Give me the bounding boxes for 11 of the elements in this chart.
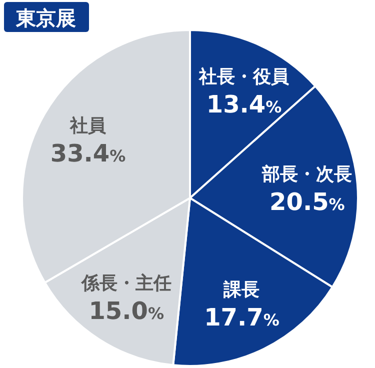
slice-label: 社長・役員 <box>198 66 290 88</box>
data-label: 17.7% <box>204 304 280 332</box>
slice-label: 課長 <box>222 280 260 301</box>
slice-label: 係長・主任 <box>80 272 172 294</box>
data-label: 33.4% <box>50 139 126 168</box>
slice-label: 部長・次長 <box>261 164 352 186</box>
chart-title: 東京展 <box>15 6 76 30</box>
slice-label: 社員 <box>69 115 108 136</box>
data-label: 20.5% <box>270 188 345 216</box>
data-label: 15.0% <box>88 296 164 325</box>
data-label: 13.4% <box>206 90 282 119</box>
